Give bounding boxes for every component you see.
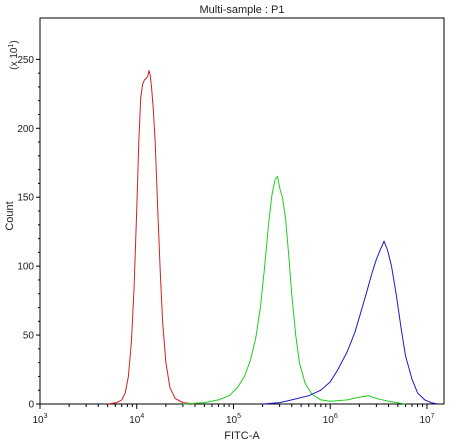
svg-text:(x 101): (x 101) — [8, 40, 20, 69]
y-tick-label: 200 — [17, 124, 34, 135]
y-tick-label: 100 — [17, 262, 34, 273]
series-layer — [107, 70, 439, 405]
x-axis-label: FITC-A — [224, 430, 260, 442]
x-tick-label: 106 — [323, 413, 338, 426]
x-axis: 103 104 105 106 107 — [32, 404, 435, 426]
y-axis: 0 50 100 150 200 250 — [17, 55, 40, 411]
histogram-series-1 — [107, 70, 196, 405]
y-tick-label: 0 — [28, 400, 34, 411]
chart-title: Multi-sample : P1 — [200, 4, 285, 16]
y-multiplier-label: (x 101) — [8, 40, 20, 69]
histogram-series-2 — [182, 175, 406, 405]
histogram-series-3 — [262, 240, 439, 405]
x-tick-label: 103 — [32, 413, 47, 426]
y-tick-label: 250 — [17, 55, 34, 66]
y-axis-label: Count — [4, 201, 16, 230]
x-tick-label: 105 — [226, 413, 241, 426]
plot-frame — [39, 17, 445, 405]
y-tick-label: 150 — [17, 193, 34, 204]
y-tick-label: 50 — [23, 331, 35, 342]
x-tick-label: 107 — [419, 413, 434, 426]
x-tick-label: 104 — [129, 413, 144, 426]
